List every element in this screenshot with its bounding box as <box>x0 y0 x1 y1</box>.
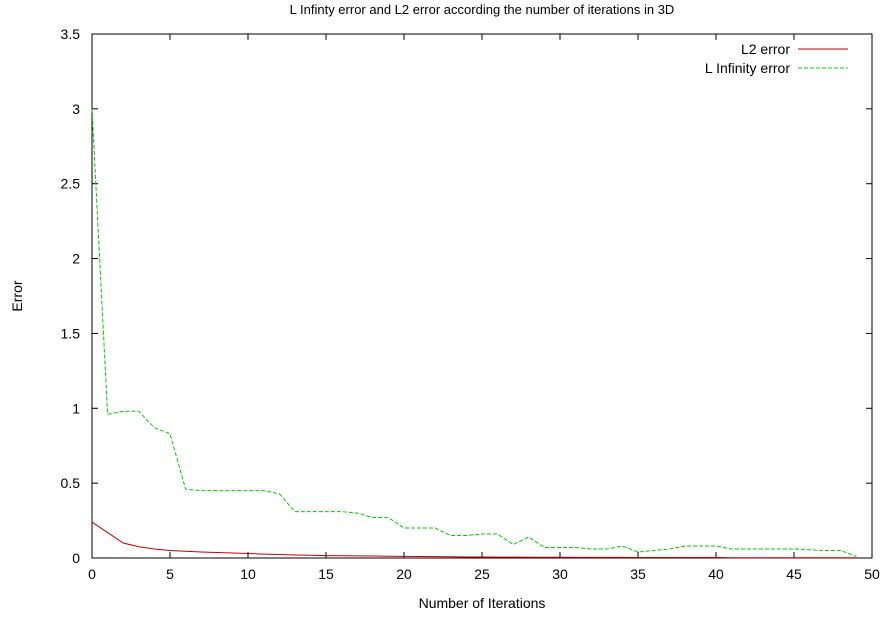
x-tick-label: 15 <box>318 566 334 582</box>
x-tick-label: 20 <box>396 566 412 582</box>
x-tick-label: 50 <box>864 566 880 582</box>
legend: L2 error L Infinity error <box>705 41 848 76</box>
y-tick-label: 3.5 <box>61 26 81 42</box>
y-tick-label: 2.5 <box>61 176 81 192</box>
y-tick-label: 1.5 <box>61 325 81 341</box>
x-tick-label: 40 <box>708 566 724 582</box>
legend-label-l2: L2 error <box>741 41 790 57</box>
y-axis-label: Error <box>9 280 25 311</box>
x-tick-label: 10 <box>240 566 256 582</box>
x-axis-label: Number of Iterations <box>419 595 546 611</box>
x-tick-label: 25 <box>474 566 490 582</box>
x-tick-label: 0 <box>88 566 96 582</box>
x-axis: 0 5 10 15 20 25 30 35 40 45 50 <box>88 34 880 582</box>
x-tick-label: 35 <box>630 566 646 582</box>
y-tick-label: 3 <box>72 101 80 117</box>
series-line-linf <box>91 108 857 557</box>
y-tick-label: 2 <box>72 251 80 267</box>
series-line-l2 <box>91 521 857 559</box>
series-layer <box>91 108 857 559</box>
legend-label-linf: L Infinity error <box>705 60 790 76</box>
y-tick-label: 1 <box>72 400 80 416</box>
x-tick-label: 30 <box>552 566 568 582</box>
chart-title: L Infinty error and L2 error according t… <box>290 2 675 17</box>
x-tick-label: 5 <box>166 566 174 582</box>
x-tick-label: 45 <box>786 566 802 582</box>
y-tick-label: 0.5 <box>61 475 81 491</box>
y-tick-label: 0 <box>72 550 80 566</box>
y-axis: 0 0.5 1 1.5 2 2.5 3 3.5 <box>61 26 872 566</box>
plot-frame <box>91 33 873 559</box>
